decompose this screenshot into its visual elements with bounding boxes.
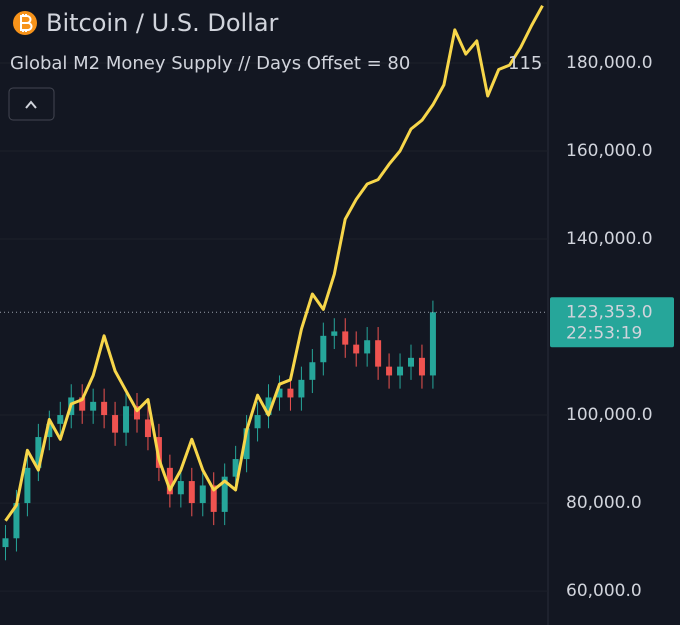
candle-body <box>232 459 239 477</box>
candle-body <box>375 340 382 367</box>
candle-body <box>364 340 371 354</box>
chart-title: Bitcoin / U.S. Dollar <box>46 9 279 37</box>
candle-body <box>309 362 316 380</box>
candle-body <box>90 401 97 411</box>
candle-body <box>265 397 272 416</box>
last-price-box <box>550 297 674 348</box>
y-tick-label: 160,000.0 <box>566 141 653 161</box>
candle-body <box>57 415 64 424</box>
m2-line <box>4 4 544 522</box>
candle-body <box>353 344 360 354</box>
candle-body <box>123 406 130 433</box>
candle-body <box>210 485 217 512</box>
candle-body <box>429 312 436 376</box>
plot-area <box>0 4 548 592</box>
y-tick-label: 80,000.0 <box>566 493 642 513</box>
candle-body <box>2 538 9 548</box>
y-tick-label: 140,000.0 <box>566 229 653 249</box>
candle-body <box>298 379 305 398</box>
last-price-label: 123,353.0 <box>566 302 653 322</box>
indicator-value: 115 <box>508 53 542 74</box>
collapse-caret[interactable] <box>25 100 37 109</box>
candle-body <box>79 397 86 411</box>
candle-body <box>188 481 195 504</box>
collapse-button[interactable] <box>8 87 55 121</box>
candle-body <box>320 335 327 363</box>
candle-body <box>112 415 119 433</box>
candle-body <box>177 481 184 495</box>
candle-body <box>134 406 140 420</box>
y-tick-label: 100,000.0 <box>566 405 653 425</box>
y-tick-label: 180,000.0 <box>566 53 653 73</box>
candle-body <box>386 366 393 376</box>
candle-body <box>408 357 414 367</box>
candle-body <box>276 388 283 398</box>
candle-body <box>46 423 53 438</box>
candle-body <box>144 419 151 438</box>
countdown-label: 22:53:19 <box>566 323 642 343</box>
candle-body <box>101 401 108 416</box>
y-tick-label: 60,000.0 <box>566 581 642 601</box>
candle-body <box>199 485 206 504</box>
candle-body <box>13 503 20 539</box>
candle-body <box>24 467 31 504</box>
indicator-label: Global M2 Money Supply // Days Offset = … <box>10 53 410 74</box>
candle-body <box>35 437 42 468</box>
candle-body <box>243 428 250 460</box>
candle-body <box>397 366 404 376</box>
bitcoin-icon-glyph <box>20 14 33 32</box>
candle-body <box>331 331 338 336</box>
candle-body <box>418 357 425 376</box>
candle-body <box>166 467 173 495</box>
candle-body <box>342 331 349 345</box>
candle-body <box>287 388 294 398</box>
candle-body <box>221 476 228 512</box>
header: Bitcoin / U.S. Dollar Global M2 Money Su… <box>8 9 542 121</box>
candle-body <box>254 415 261 429</box>
